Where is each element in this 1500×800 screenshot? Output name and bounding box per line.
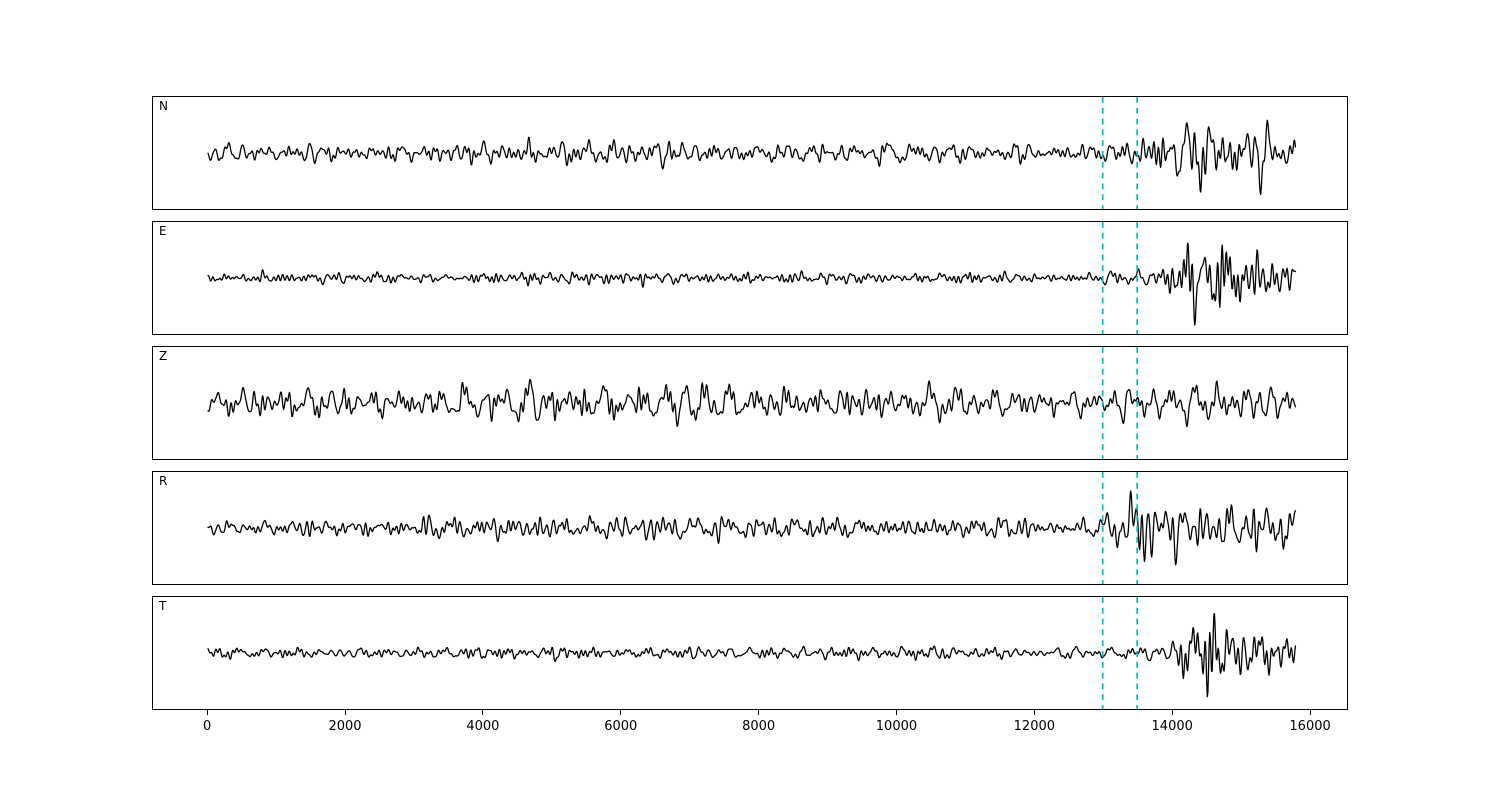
trace-label: Z [159,349,168,363]
x-axis-tick [620,710,622,715]
x-axis-tick [1309,710,1311,715]
waveform-trace [207,490,1297,566]
waveform-panel-n: N [152,96,1348,210]
waveform-trace [207,379,1297,428]
x-axis-tick-label: 4000 [466,719,500,734]
waveform-panel-t: T [152,596,1348,710]
trace-label: T [159,599,167,613]
waveform-panel-r: R [152,471,1348,585]
x-axis-tick [344,710,346,715]
x-axis-tick-label: 8000 [742,719,776,734]
x-axis-tick-label: 2000 [328,719,362,734]
x-axis-tick [1033,710,1035,715]
waveform-plot-n [207,97,1297,209]
trace-label: R [159,474,168,488]
x-axis-tick-label: 10000 [875,719,918,734]
waveform-trace [207,242,1297,326]
x-axis-tick [206,710,208,715]
waveform-plot-z [207,347,1297,459]
waveform-plot-t [207,597,1297,709]
x-axis-tick-label: 14000 [1151,719,1193,734]
x-axis-tick-label: 0 [203,719,212,734]
waveform-trace [207,119,1297,196]
waveform-panel-e: E [152,221,1348,335]
x-axis-tick-label: 16000 [1289,719,1331,734]
x-axis-tick-label: 6000 [604,719,638,734]
x-axis-tick [1171,710,1173,715]
x-axis-tick [758,710,760,715]
trace-label: N [159,99,168,113]
x-axis: 0 2000 4000 6000 8000 10000 12000 14000 16000 [152,710,1348,744]
waveform-panel-z: Z [152,346,1348,460]
x-axis-tick [482,710,484,715]
x-axis-tick [895,710,897,715]
trace-label: E [159,224,167,238]
x-axis-tick-label: 12000 [1013,719,1056,734]
waveform-plot-r [207,472,1297,584]
waveform-plot-e [207,222,1297,334]
waveform-trace [207,612,1297,698]
